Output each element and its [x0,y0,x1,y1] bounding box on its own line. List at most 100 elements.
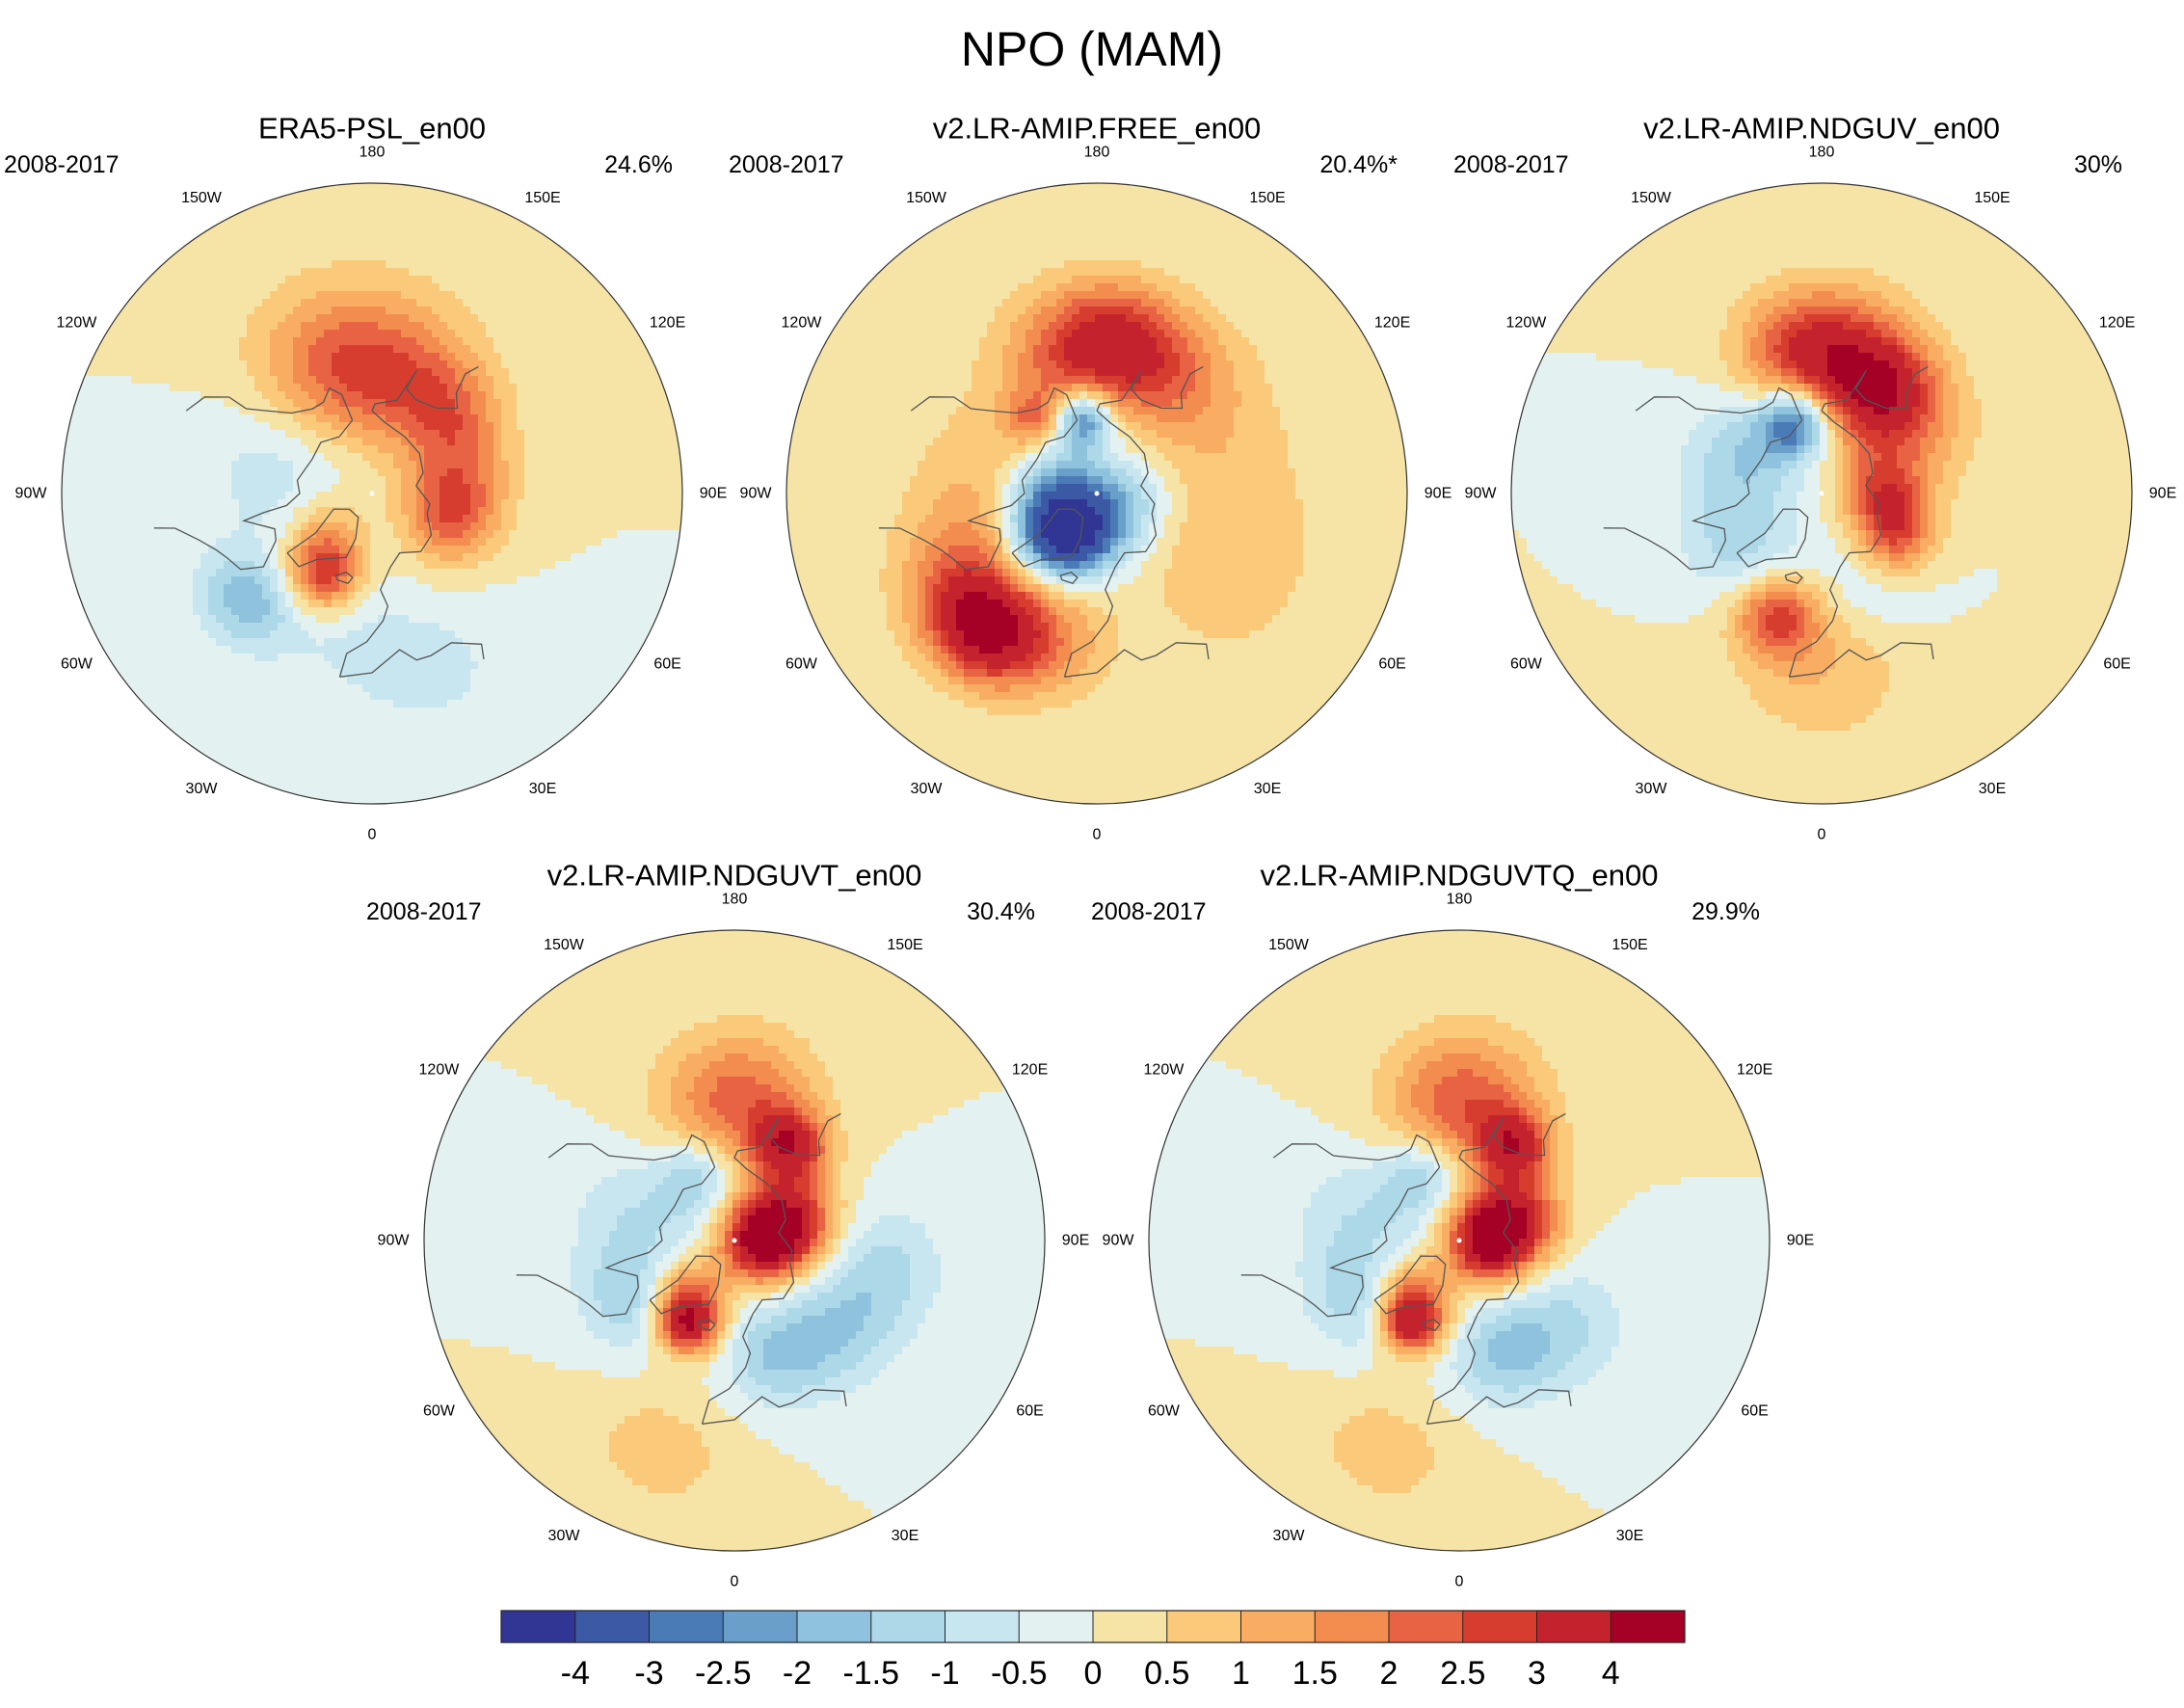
heatmap-cell [409,191,417,200]
heatmap-cell [324,654,333,662]
heatmap-cell [463,260,471,269]
heatmap-cell [416,661,425,670]
heatmap-cell [332,237,340,246]
heatmap-cell [170,522,178,531]
heatmap-cell [432,661,440,670]
heatmap-cell [301,723,309,732]
heatmap-cell [563,414,572,423]
heatmap-cell [509,538,518,547]
heatmap-cell [254,546,263,554]
heatmap-cell [254,677,263,685]
heatmap-cell [439,522,448,531]
heatmap-cell [224,538,232,547]
heatmap-cell [594,283,602,292]
heatmap-cell [586,569,595,577]
heatmap-cell [355,561,363,570]
heatmap-cell [139,638,147,647]
heatmap-cell [170,430,178,439]
heatmap-cell [493,630,502,639]
heatmap-cell [185,245,194,254]
heatmap-cell [586,430,595,439]
heatmap-cell [355,654,363,662]
heatmap-cell [601,314,610,323]
heatmap-cell [478,461,487,469]
heatmap-cell [463,522,471,531]
heatmap-cell [247,507,255,516]
heatmap-cell [324,677,333,685]
heatmap-cell [555,654,564,662]
heatmap-cell [478,654,487,662]
heatmap-cell [146,391,155,400]
heatmap-cell [316,353,325,361]
heatmap-cell [386,684,394,693]
heatmap-cell [193,607,201,616]
heatmap-cell [501,538,510,547]
heatmap-cell [100,414,109,423]
heatmap-cell [509,206,518,215]
heatmap-cell [308,499,317,508]
heatmap-cell [85,569,93,577]
heatmap-cell [524,422,533,431]
heatmap-cell [193,353,201,361]
heatmap-cell [478,399,487,408]
heatmap-cell [386,253,394,261]
heatmap-cell [648,561,656,570]
heatmap-cell [154,661,163,670]
heatmap-cell [116,638,124,647]
heatmap-cell [524,268,533,277]
heatmap-cell [578,646,587,654]
heatmap-cell [493,607,502,616]
heatmap-cell [632,623,641,631]
heatmap-cell [355,661,363,670]
heatmap-cell [293,206,302,215]
heatmap-cell [231,499,240,508]
heatmap-cell [378,337,386,346]
heatmap-cell [208,707,217,716]
heatmap-cell [278,453,286,462]
heatmap-cell [231,438,240,446]
heatmap-cell [447,229,456,238]
heatmap-cell [439,692,448,701]
heatmap-cell [540,445,548,454]
heatmap-cell [301,715,309,724]
heatmap-cell [285,260,294,269]
heatmap-cell [540,553,548,562]
heatmap-cell [447,553,456,562]
heatmap-cell [208,260,217,269]
heatmap-cell [416,322,425,331]
heatmap-cell [285,360,294,369]
heatmap-cell [470,715,479,724]
heatmap-cell [493,538,502,547]
heatmap-cell [224,669,232,678]
heatmap-cell [655,445,664,454]
heatmap-cell [424,283,433,292]
panel-title: ERA5-PSL_en00 [258,112,486,146]
heatmap-cell [447,391,456,400]
heatmap-cell [640,461,649,469]
heatmap-cell [501,723,510,732]
heatmap-cell [393,214,402,223]
heatmap-cell [262,538,271,547]
heatmap-cell [555,669,564,678]
heatmap-cell [378,522,386,531]
heatmap-cell [185,322,194,331]
heatmap-cell [185,623,194,631]
heatmap-cell [517,630,525,639]
heatmap-cell [470,299,479,307]
heatmap-cell [540,592,548,600]
heatmap-cell [131,669,140,678]
heatmap-cell [285,600,294,608]
heatmap-cell [378,700,386,708]
heatmap-cell [524,214,533,223]
heatmap-cell [601,368,610,377]
heatmap-cell [216,669,225,678]
heatmap-cell [547,569,556,577]
heatmap-cell [362,576,371,585]
heatmap-cell [547,646,556,654]
heatmap-cell [332,345,340,354]
heatmap-cell [563,623,572,631]
heatmap-cell [432,615,440,624]
heatmap-cell [609,322,618,331]
heatmap-cell [139,276,147,284]
heatmap-cell [93,407,101,415]
